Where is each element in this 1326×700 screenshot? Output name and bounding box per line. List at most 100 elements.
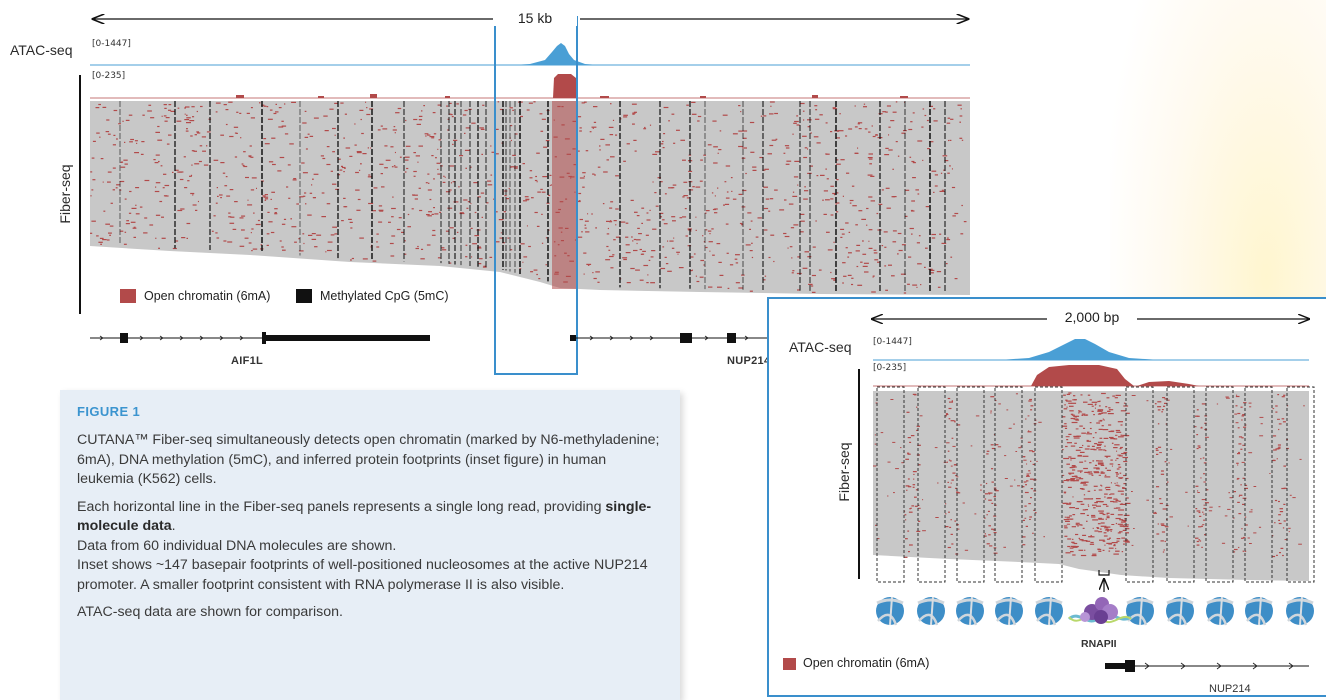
open-mark	[407, 213, 410, 216]
inset-open-mark	[1122, 487, 1127, 489]
inset-open-mark	[1091, 514, 1096, 517]
open-mark	[885, 187, 890, 189]
inset-open-mark	[1113, 507, 1118, 509]
open-mark	[854, 126, 858, 128]
inset-open-mark	[1028, 400, 1032, 402]
open-mark	[714, 195, 716, 197]
inset-open-mark	[1063, 457, 1070, 460]
open-mark	[405, 145, 411, 147]
open-mark	[765, 198, 770, 200]
inset-open-mark	[908, 511, 913, 513]
fiber-label: Fiber-seq	[57, 164, 73, 224]
inset-open-mark	[917, 464, 921, 466]
open-mark	[788, 203, 794, 205]
open-mark	[261, 104, 265, 106]
inset-open-mark	[991, 502, 994, 504]
inset-open-mark	[1104, 450, 1107, 452]
inset-open-mark	[1104, 445, 1106, 447]
inset-open-mark	[1075, 524, 1078, 526]
open-mark	[256, 187, 257, 189]
open-mark	[332, 226, 337, 228]
inset-open-mark	[1087, 471, 1093, 473]
inset-open-mark	[1106, 515, 1110, 517]
open-mark	[662, 246, 665, 248]
open-mark	[305, 203, 307, 205]
fiber-aggregate-peak	[553, 74, 577, 98]
open-mark	[271, 191, 275, 193]
inset-open-mark	[1120, 493, 1124, 495]
inset-open-mark	[1244, 524, 1248, 526]
inset-open-mark	[1113, 447, 1118, 449]
open-mark	[134, 140, 138, 142]
inset-open-mark	[1160, 540, 1164, 542]
open-mark	[522, 163, 525, 165]
inset-open-mark	[1196, 540, 1199, 543]
inset-open-mark	[1233, 548, 1238, 551]
inset-open-mark	[950, 482, 952, 484]
inset-open-mark	[1162, 508, 1167, 510]
open-mark	[229, 135, 234, 138]
inset-open-mark	[1024, 517, 1027, 519]
inset-open-mark	[1198, 539, 1201, 541]
inset-open-mark	[1068, 473, 1072, 475]
open-mark	[608, 126, 614, 128]
open-mark	[659, 212, 664, 214]
inset-open-mark	[1082, 527, 1085, 529]
open-mark	[427, 173, 430, 175]
inset-open-mark	[1244, 424, 1247, 426]
open-mark	[321, 216, 326, 218]
open-mark	[220, 134, 224, 136]
inset-open-mark	[1277, 447, 1281, 449]
open-mark	[589, 131, 592, 133]
open-mark	[800, 213, 805, 215]
open-mark	[703, 154, 706, 156]
inset-open-mark	[911, 505, 914, 507]
open-mark	[225, 109, 229, 111]
open-mark	[856, 244, 861, 246]
open-mark	[377, 129, 381, 131]
inset-open-mark	[1123, 402, 1126, 404]
inset-open-mark	[1101, 392, 1106, 395]
inset-open-mark	[1248, 402, 1252, 404]
inset-open-mark	[1065, 445, 1068, 448]
open-mark	[128, 114, 133, 116]
inset-open-mark	[1198, 511, 1201, 514]
open-mark	[585, 150, 589, 152]
inset-open-mark	[1201, 546, 1203, 548]
open-mark	[586, 263, 592, 265]
inset-open-mark	[1028, 430, 1030, 432]
inset-open-mark	[1085, 540, 1088, 542]
inset-open-mark	[1244, 516, 1247, 518]
inset-open-mark	[1089, 462, 1092, 464]
open-mark	[417, 245, 419, 248]
open-mark	[274, 213, 278, 215]
inset-open-mark	[1106, 469, 1111, 471]
inset-open-mark	[1066, 406, 1068, 408]
open-mark	[645, 234, 649, 236]
open-mark	[830, 271, 832, 274]
inset-open-mark	[1062, 425, 1068, 427]
open-mark	[284, 103, 286, 105]
open-mark	[888, 134, 890, 136]
open-mark	[646, 219, 651, 221]
inset-open-mark	[1167, 481, 1169, 483]
open-mark	[599, 145, 601, 147]
open-mark	[690, 270, 693, 272]
inset-legend-swatch	[783, 658, 796, 670]
open-mark	[868, 153, 873, 155]
open-mark	[579, 127, 582, 129]
open-mark	[650, 282, 655, 284]
open-mark	[90, 195, 92, 197]
nucleosome-icon	[1035, 596, 1063, 626]
open-mark	[404, 156, 410, 158]
open-mark	[233, 126, 239, 128]
open-mark	[711, 192, 714, 194]
inset-open-mark	[1070, 457, 1076, 459]
fiber-methyl-marks	[119, 101, 946, 292]
open-mark	[769, 113, 774, 115]
open-mark	[480, 128, 485, 130]
open-mark	[503, 211, 506, 213]
inset-open-mark	[1085, 481, 1089, 483]
inset-open-mark	[1289, 494, 1292, 496]
open-mark	[464, 109, 468, 112]
